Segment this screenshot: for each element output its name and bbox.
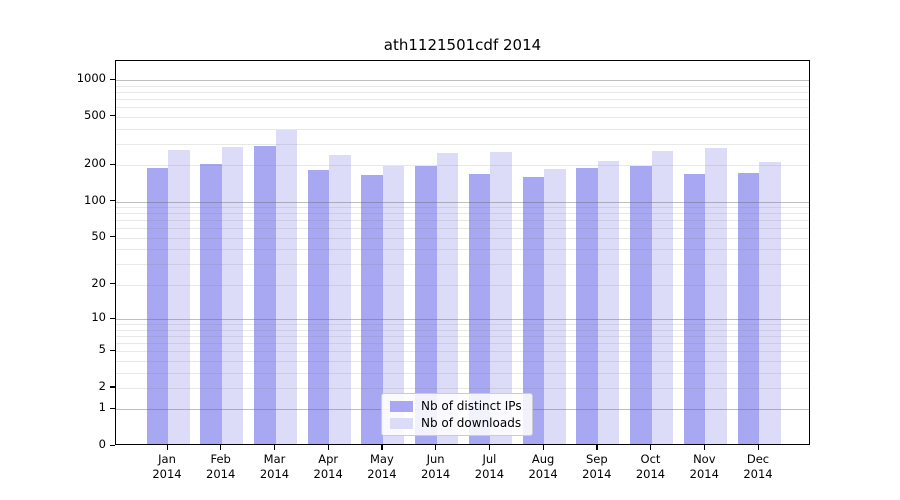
y-tick-label: 10 <box>91 310 106 324</box>
bar-downloads <box>329 154 351 444</box>
y-tick-mark <box>110 163 115 165</box>
bar-distinct-ips <box>468 173 491 444</box>
legend-label: Nb of distinct IPs <box>421 399 522 413</box>
bar-downloads <box>168 149 190 444</box>
bar-distinct-ips <box>576 168 598 444</box>
x-tick-mark <box>327 445 329 450</box>
bar-distinct-ips <box>307 170 330 444</box>
bar-downloads <box>275 129 297 444</box>
bar-downloads <box>544 169 566 444</box>
y-tick-label: 500 <box>84 107 106 122</box>
y-tick-label: 100 <box>84 192 106 207</box>
bar-distinct-ips <box>361 174 383 444</box>
x-tick-label: Dec 2014 <box>743 452 773 481</box>
bar-distinct-ips <box>737 172 759 444</box>
bar-distinct-ips <box>254 145 276 444</box>
bar-downloads <box>597 160 620 444</box>
x-tick-label: Feb 2014 <box>206 452 236 481</box>
legend-item: Nb of downloads <box>390 416 522 430</box>
legend-label: Nb of downloads <box>421 416 522 430</box>
bar-downloads <box>382 165 405 444</box>
y-tick-mark <box>110 283 115 285</box>
x-tick-mark <box>757 445 759 450</box>
bar-downloads <box>221 146 244 444</box>
y-tick-label: 20 <box>91 275 106 290</box>
x-tick-mark <box>381 445 383 450</box>
x-tick-label: Mar 2014 <box>259 452 290 481</box>
bar-downloads <box>436 153 459 444</box>
bar-distinct-ips <box>146 167 168 444</box>
bar-distinct-ips <box>415 166 437 444</box>
y-tick-mark <box>110 115 115 117</box>
y-tick-label: 1000 <box>76 71 106 86</box>
plot-area: Nb of distinct IPs Nb of downloads <box>115 60 810 445</box>
x-tick-label: Aug 2014 <box>528 452 558 481</box>
y-tick-mark <box>110 78 115 80</box>
bar-downloads <box>759 161 781 444</box>
x-tick-mark <box>274 445 276 450</box>
y-tick-mark <box>110 386 115 388</box>
legend-swatch <box>390 417 413 429</box>
bars-container <box>116 61 809 444</box>
x-tick-mark <box>596 445 598 450</box>
x-tick-mark <box>703 445 706 450</box>
chart-title: ath1121501cdf 2014 <box>383 36 542 54</box>
x-tick-label: Jun 2014 <box>420 452 451 481</box>
y-tick-mark <box>110 349 115 351</box>
x-tick-label: Jul 2014 <box>474 452 505 481</box>
legend-item: Nb of distinct IPs <box>390 399 522 413</box>
x-tick-label: Nov 2014 <box>689 452 719 481</box>
y-tick-label: 50 <box>91 228 106 243</box>
y-tick-mark <box>110 444 115 446</box>
x-tick-label: Sep 2014 <box>582 452 612 481</box>
bar-distinct-ips <box>200 164 222 444</box>
y-tick-label: 2 <box>98 378 106 393</box>
x-tick-mark <box>488 445 491 450</box>
y-tick-mark <box>110 236 115 238</box>
x-tick-mark <box>650 445 652 450</box>
x-tick-mark <box>542 445 544 450</box>
x-tick-label: May 2014 <box>367 452 397 481</box>
y-tick-mark <box>110 317 115 319</box>
bar-distinct-ips <box>683 173 706 444</box>
bar-downloads <box>490 151 512 444</box>
x-tick-label: Apr 2014 <box>313 452 343 481</box>
y-tick-label: 1 <box>98 400 106 415</box>
legend-swatch <box>390 400 413 412</box>
y-tick-label: 200 <box>84 156 106 171</box>
bar-distinct-ips <box>522 176 545 444</box>
bar-downloads <box>705 147 727 444</box>
legend: Nb of distinct IPs Nb of downloads <box>381 393 533 436</box>
x-tick-mark <box>435 445 437 450</box>
y-tick-label: 0 <box>98 437 106 451</box>
x-tick-mark <box>220 445 222 450</box>
x-tick-label: Jan 2014 <box>152 452 182 481</box>
x-tick-label: Oct 2014 <box>635 452 666 481</box>
x-tick-mark <box>166 445 168 450</box>
y-tick-mark <box>110 200 115 202</box>
y-tick-label: 5 <box>98 342 106 357</box>
bar-downloads <box>651 150 673 444</box>
bar-distinct-ips <box>630 166 652 444</box>
y-tick-mark <box>110 407 115 410</box>
